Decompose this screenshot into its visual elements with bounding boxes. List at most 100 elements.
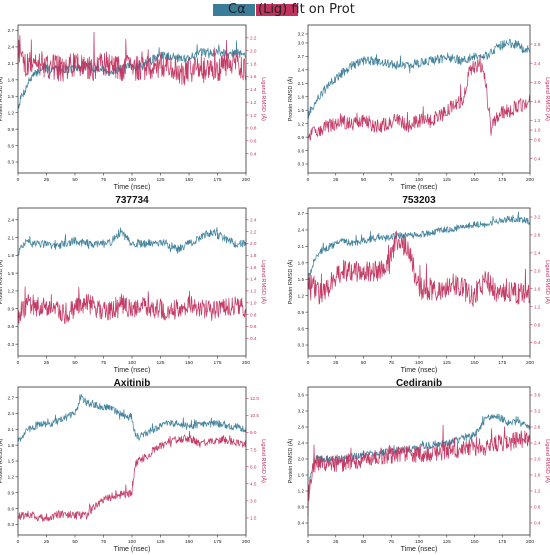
y-left-tick-label: 1.2 bbox=[298, 489, 305, 494]
y-left-tick-label: 1.5 bbox=[8, 459, 15, 464]
y-right-tick-label: 2.8 bbox=[534, 425, 541, 430]
y-left-tick-label: 2.4 bbox=[8, 45, 15, 50]
series-line-protein bbox=[17, 40, 247, 110]
y-left-tick-label: 0.6 bbox=[298, 148, 305, 153]
y-left-tick-label: 0.9 bbox=[8, 490, 15, 495]
y-right-tick-label: 1.2 bbox=[534, 304, 541, 309]
y-left-tick-label: 1.2 bbox=[298, 121, 305, 126]
y-left-tick-label: 1.2 bbox=[8, 110, 15, 115]
y-left-tick-label: 2.1 bbox=[8, 235, 15, 240]
y-left-tick-label: 1.5 bbox=[8, 94, 15, 99]
x-tick-label: 125 bbox=[156, 539, 164, 545]
legend-label-ligand: (Lig) fit on Prot bbox=[258, 2, 355, 17]
x-tick-label: 175 bbox=[498, 539, 506, 545]
y-right-tick-label: 2.4 bbox=[534, 251, 541, 256]
y-right-tick-label: 1.4 bbox=[250, 87, 257, 92]
legend-swatch-protein bbox=[213, 4, 255, 16]
y-right-tick-label: 1.8 bbox=[250, 61, 257, 66]
y-left-tick-label: 0.9 bbox=[8, 306, 15, 311]
y-right-tick-label: 2.0 bbox=[534, 268, 541, 273]
x-tick-label: 25 bbox=[333, 360, 339, 366]
x-tick-label: 100 bbox=[128, 539, 136, 545]
y-right-tick-label: 2.8 bbox=[534, 233, 541, 238]
legend-swatch-ligand bbox=[256, 4, 298, 16]
y-left-axis-label: Protein RMSD (Å) bbox=[287, 438, 294, 483]
x-tick-label: 200 bbox=[526, 360, 534, 366]
y-left-tick-label: 2.1 bbox=[8, 61, 15, 66]
y-left-axis-label: Protein RMSD (Å) bbox=[0, 76, 4, 121]
x-axis-label: Time (nsec) bbox=[401, 184, 438, 191]
y-right-tick-label: 7.5 bbox=[250, 447, 257, 452]
x-tick-label: 0 bbox=[17, 539, 20, 545]
y-left-tick-label: 2.1 bbox=[298, 81, 305, 86]
y-right-tick-label: 2.4 bbox=[534, 61, 541, 66]
x-tick-label: 175 bbox=[213, 360, 221, 366]
y-right-tick-label: 3.2 bbox=[534, 215, 541, 220]
y-left-tick-label: 0.9 bbox=[298, 135, 305, 140]
x-axis-label: Time (nsec) bbox=[114, 184, 151, 191]
y-right-tick-label: 3.6 bbox=[534, 393, 541, 398]
x-axis-label: Time (nsec) bbox=[114, 546, 151, 553]
y-left-tick-label: 0.6 bbox=[8, 143, 15, 148]
y-right-tick-label: 0.8 bbox=[250, 126, 257, 131]
y-right-tick-label: 12.0 bbox=[250, 396, 259, 401]
x-tick-label: 150 bbox=[185, 539, 193, 545]
y-left-tick-label: 0.8 bbox=[298, 505, 305, 510]
y-left-tick-label: 2.1 bbox=[8, 427, 15, 432]
series-line-ligand bbox=[17, 31, 247, 86]
x-tick-label: 100 bbox=[415, 539, 423, 545]
y-right-tick-label: 2.0 bbox=[534, 457, 541, 462]
y-right-tick-label: 3.0 bbox=[250, 499, 257, 504]
y-right-tick-label: 1.2 bbox=[534, 118, 541, 123]
x-tick-label: 100 bbox=[415, 177, 423, 183]
y-left-axis-label: Protein RMSD (Å) bbox=[0, 438, 4, 483]
y-right-tick-label: 0.4 bbox=[250, 151, 257, 156]
y-right-axis-label: Ligand RMSD (Å) bbox=[544, 260, 550, 304]
y-right-tick-label: 4.5 bbox=[250, 481, 257, 486]
x-tick-label: 0 bbox=[17, 360, 20, 366]
y-right-axis-label: Ligand RMSD (Å) bbox=[260, 260, 267, 304]
chart-title: 753203 bbox=[402, 195, 436, 206]
x-tick-label: 0 bbox=[17, 177, 20, 183]
y-right-tick-label: 2.2 bbox=[250, 36, 257, 41]
x-tick-label: 75 bbox=[389, 177, 395, 183]
x-tick-label: 50 bbox=[361, 539, 367, 545]
x-tick-label: 50 bbox=[361, 360, 367, 366]
y-left-tick-label: 1.2 bbox=[8, 475, 15, 480]
x-tick-label: 25 bbox=[333, 539, 339, 545]
y-right-tick-label: 1.8 bbox=[250, 253, 257, 258]
y-right-tick-label: 0.6 bbox=[250, 139, 257, 144]
x-tick-label: 75 bbox=[389, 360, 395, 366]
y-left-tick-label: 0.3 bbox=[298, 162, 305, 167]
y-left-tick-label: 1.5 bbox=[298, 277, 305, 282]
x-tick-label: 25 bbox=[44, 177, 50, 183]
x-tick-label: 100 bbox=[128, 360, 136, 366]
y-left-tick-label: 0.3 bbox=[8, 342, 15, 347]
y-right-tick-label: 1.2 bbox=[250, 289, 257, 294]
x-tick-label: 175 bbox=[498, 177, 506, 183]
y-left-tick-label: 2.4 bbox=[298, 68, 305, 73]
chart-panel-4: 0 25 50 75 100 125 150 175 200 0.3 0.6 0.9 1.2 1.5 1.8… bbox=[287, 207, 550, 389]
y-right-tick-label: 2.0 bbox=[250, 241, 257, 246]
y-left-tick-label: 1.5 bbox=[298, 108, 305, 113]
x-tick-label: 50 bbox=[72, 177, 78, 183]
x-tick-label: 25 bbox=[44, 360, 50, 366]
x-axis-label: Time (nsec) bbox=[401, 546, 438, 553]
y-right-tick-label: 0.4 bbox=[534, 340, 541, 345]
legend-label-protein: Cα bbox=[228, 2, 246, 17]
y-left-tick-label: 2.4 bbox=[8, 411, 15, 416]
x-tick-label: 0 bbox=[307, 177, 310, 183]
y-right-tick-label: 2.4 bbox=[534, 441, 541, 446]
chart-title: Axitinib bbox=[114, 378, 151, 389]
series-line-protein bbox=[17, 393, 247, 442]
x-tick-label: 150 bbox=[185, 360, 193, 366]
y-left-tick-label: 0.6 bbox=[298, 326, 305, 331]
x-tick-label: 100 bbox=[415, 360, 423, 366]
y-right-tick-label: 1.0 bbox=[534, 128, 541, 133]
y-right-tick-label: 0.6 bbox=[250, 324, 257, 329]
x-tick-label: 200 bbox=[526, 539, 534, 545]
series-line-ligand bbox=[17, 286, 247, 325]
series-line-ligand bbox=[307, 424, 531, 517]
chart-panel-5: 0 25 50 75 100 125 150 175 200 0.3 0.6 0.9 1.2 1.5 1.8… bbox=[0, 386, 267, 553]
